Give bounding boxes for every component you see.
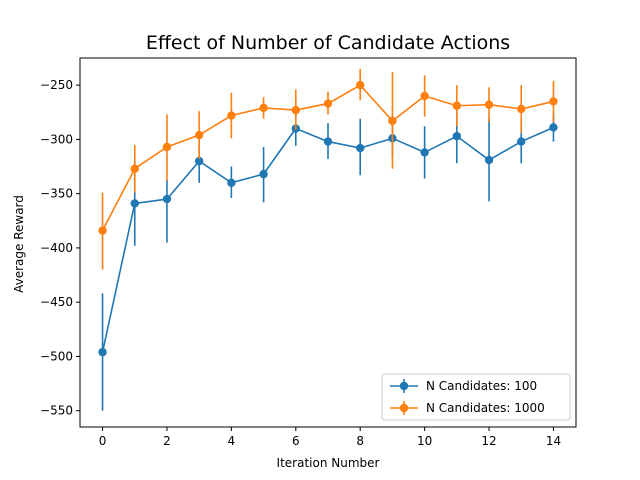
x-tick-label: 0 <box>99 434 107 448</box>
data-point <box>227 178 236 188</box>
axes: 0 2 4 6 8 10 12 14 −550 −500 −450 −400 −350 −300 −250 <box>40 57 577 448</box>
axes-frame <box>79 57 577 428</box>
x-tick-label: 8 <box>356 434 364 448</box>
y-axis-label: Average Reward <box>12 195 26 293</box>
y-tick-label: −450 <box>40 295 73 309</box>
legend-marker <box>399 381 409 391</box>
x-tick-label: 12 <box>481 434 496 448</box>
data-point <box>98 347 107 357</box>
x-axis-label: Iteration Number <box>277 456 380 470</box>
y-tick-label: −400 <box>40 241 73 255</box>
legend-box <box>381 373 571 421</box>
data-point <box>291 105 300 115</box>
data-point <box>259 103 268 113</box>
data-point <box>356 143 365 153</box>
data-point <box>420 148 429 157</box>
data-point <box>420 91 429 101</box>
data-point <box>388 116 397 126</box>
data-point <box>194 156 204 166</box>
y-tick-label: −550 <box>40 404 73 418</box>
series-2 <box>98 68 558 270</box>
data-point <box>162 142 172 152</box>
legend-label: N Candidates: 100 <box>426 379 537 393</box>
plot-area <box>98 68 558 411</box>
data-point <box>484 155 494 165</box>
data-point <box>549 123 558 132</box>
data-point <box>259 169 268 179</box>
y-tick-label: −500 <box>40 349 73 363</box>
data-point <box>323 99 333 108</box>
data-point <box>323 137 333 146</box>
data-point <box>356 80 365 90</box>
chart-title: Effect of Number of Candidate Actions <box>146 32 510 54</box>
data-point <box>549 97 558 106</box>
data-point <box>484 100 494 109</box>
data-point <box>194 130 204 140</box>
x-tick-label: 14 <box>546 434 561 448</box>
data-point <box>130 164 139 173</box>
data-point <box>227 111 236 120</box>
y-tick-label: −250 <box>40 78 73 92</box>
y-tick-label: −300 <box>40 132 73 146</box>
data-point <box>452 131 462 141</box>
x-tick-label: 6 <box>292 434 300 448</box>
y-tick-label: −350 <box>40 187 73 201</box>
legend-item: N Candidates: 100 <box>390 379 537 393</box>
data-point <box>452 101 462 110</box>
legend-marker <box>399 403 409 413</box>
legend-item: N Candidates: 1000 <box>390 401 545 415</box>
x-tick-label: 4 <box>228 434 236 448</box>
data-point <box>162 194 172 204</box>
data-point <box>130 199 139 208</box>
data-point <box>98 226 107 235</box>
legend-label: N Candidates: 1000 <box>426 401 545 415</box>
data-point <box>517 104 526 114</box>
x-tick-label: 2 <box>163 434 171 448</box>
x-tick-label: 10 <box>417 434 432 448</box>
legend: N Candidates: 100 N Candidates: 1000 <box>381 373 571 421</box>
data-point <box>517 137 526 146</box>
